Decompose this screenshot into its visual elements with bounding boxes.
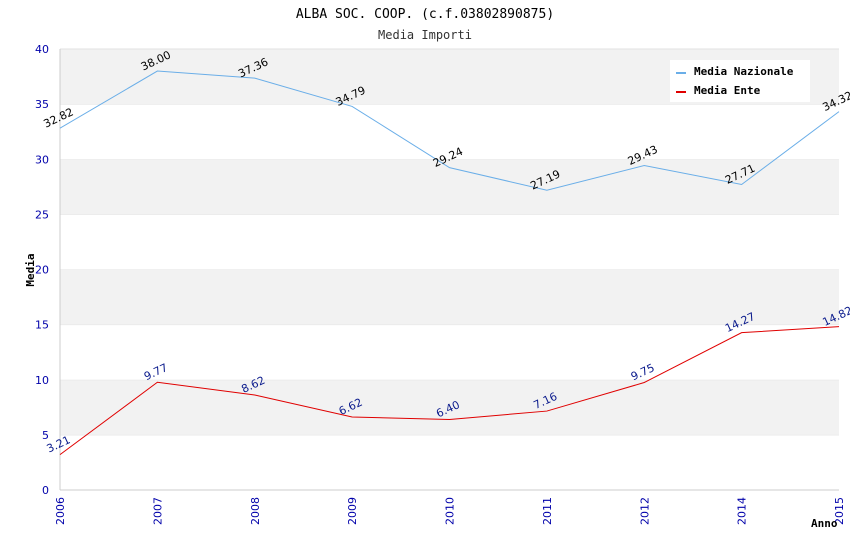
series-line-media-nazionale [59, 70, 840, 191]
x-axis-title: Anno [811, 517, 838, 530]
y-tick-label: 5 [42, 429, 49, 442]
x-tick-labels: 2006 2007 2008 2009 2010 2011 2012 2014 2015 [54, 497, 846, 525]
legend-label-media-ente: Media Ente [694, 84, 761, 97]
x-tick-label: 2006 [54, 497, 67, 525]
legend-box [670, 60, 810, 102]
grid-band [60, 434, 839, 490]
y-axis-title: Media [24, 253, 37, 286]
series-lines [59, 70, 840, 456]
y-tick-label: 0 [42, 484, 49, 497]
x-tick-label: 2008 [249, 497, 262, 525]
y-tick-label: 30 [35, 153, 49, 166]
chart-subtitle: Media Importi [378, 28, 472, 42]
legend-label-media-nazionale: Media Nazionale [694, 65, 794, 78]
series-line-media-ente [59, 326, 840, 456]
x-tick-label: 2011 [541, 497, 554, 525]
y-tick-label: 15 [35, 319, 49, 332]
legend: Media Nazionale Media Ente [670, 60, 810, 102]
grid-band [60, 379, 839, 435]
grid-bands [60, 48, 839, 490]
grid-band [60, 269, 839, 325]
x-tick-label: 2014 [736, 497, 749, 525]
y-tick-labels: 0 5 10 15 20 25 30 35 40 [35, 43, 49, 497]
y-tick-label: 20 [35, 264, 49, 277]
grid-band [60, 324, 839, 380]
y-tick-label: 25 [35, 208, 49, 221]
y-tick-label: 35 [35, 98, 49, 111]
x-tick-label: 2015 [833, 497, 846, 525]
grid-band [60, 159, 839, 215]
chart-title: ALBA SOC. COOP. (c.f.03802890875) [296, 7, 554, 22]
x-tick-label: 2007 [151, 497, 164, 525]
axes [59, 49, 839, 491]
x-tick-label: 2009 [346, 497, 359, 525]
y-tick-label: 10 [35, 374, 49, 387]
grid-band [60, 214, 839, 270]
grid-band [60, 104, 839, 160]
x-tick-label: 2010 [444, 497, 457, 525]
x-tick-label: 2012 [638, 497, 651, 525]
y-tick-label: 40 [35, 43, 49, 56]
